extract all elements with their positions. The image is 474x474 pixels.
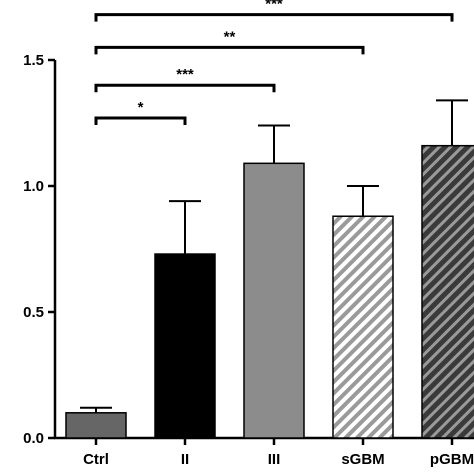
bar-ctrl	[65, 412, 127, 439]
significance-bracket	[94, 116, 187, 125]
x-tick-label: pGBM	[430, 451, 474, 468]
significance-bracket	[94, 13, 454, 22]
x-tick-label: sGBM	[341, 451, 384, 468]
significance-label: ***	[176, 66, 194, 83]
y-tick-label: 1.0	[23, 178, 44, 195]
significance-label: ***	[265, 0, 283, 13]
bar-ii	[154, 253, 216, 439]
y-tick-label: 0.5	[23, 304, 44, 321]
x-tick-label: III	[268, 451, 281, 468]
x-tick-label: II	[181, 451, 189, 468]
bar-iii	[243, 162, 305, 439]
significance-group: *********	[94, 0, 454, 125]
y-tick-label: 1.5	[23, 52, 44, 69]
bars-group: Ctrl II III sGBM pGBM	[65, 99, 474, 468]
significance-label: *	[138, 99, 144, 116]
x-tick-label: Ctrl	[83, 451, 109, 468]
significance-label: **	[224, 28, 236, 45]
bar-pgbm	[421, 144, 474, 439]
significance-bracket	[94, 45, 365, 55]
bar-sgbm	[332, 215, 394, 439]
y-tick-label: 0.0	[23, 430, 44, 447]
significance-bracket	[94, 83, 276, 93]
